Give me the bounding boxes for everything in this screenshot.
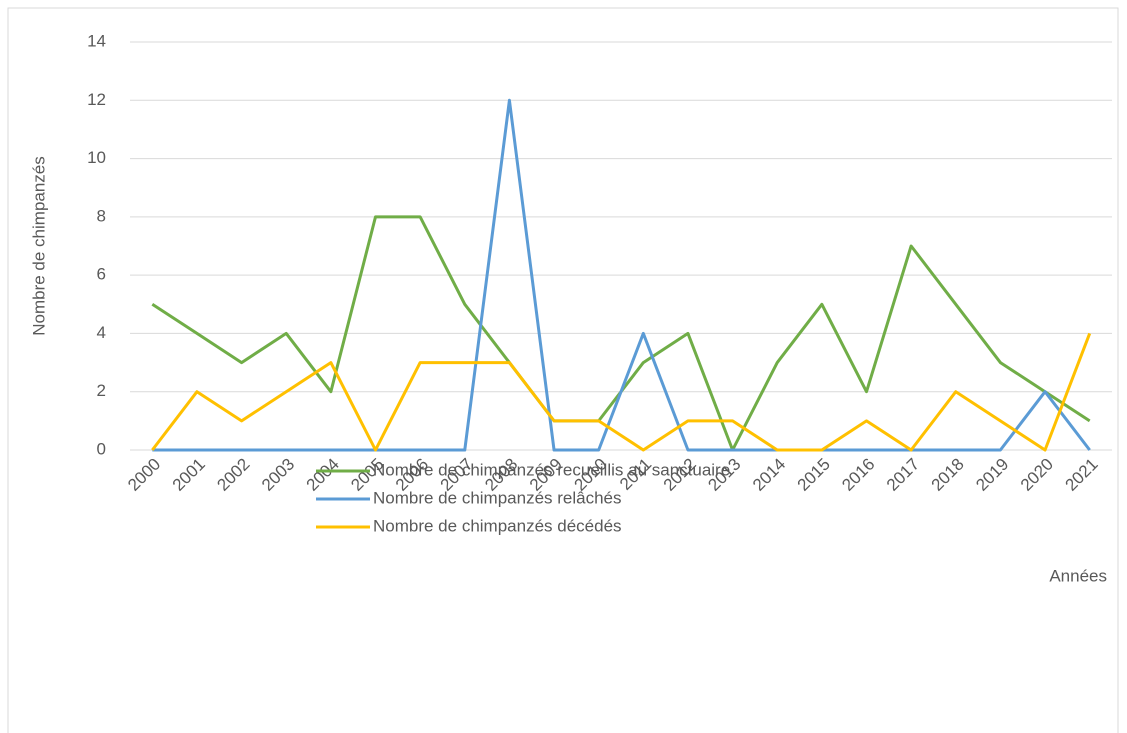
x-tick-label: 2018 (928, 455, 968, 495)
y-tick-label: 4 (97, 323, 106, 342)
x-tick-label: 2003 (258, 455, 298, 495)
y-tick-label: 6 (97, 265, 106, 284)
legend-label: Nombre de chimpanzés recueillis au sanct… (373, 460, 730, 479)
x-tick-label: 2016 (838, 455, 878, 495)
x-tick-label: 2002 (213, 455, 253, 495)
y-tick-label: 12 (87, 90, 106, 109)
x-tick-label: 2014 (749, 455, 789, 495)
legend-label: Nombre de chimpanzés décédés (373, 516, 622, 535)
series-line (151, 332, 1092, 452)
x-tick-label: 2000 (124, 455, 164, 495)
x-axis-title: Années (1049, 566, 1107, 585)
y-tick-label: 8 (97, 206, 106, 225)
y-tick-label: 2 (97, 381, 106, 400)
x-tick-label: 2015 (794, 455, 834, 495)
y-tick-label: 10 (87, 148, 106, 167)
y-tick-label: 14 (87, 31, 106, 50)
x-tick-label: 2004 (303, 455, 343, 495)
chart-frame (7, 7, 1119, 733)
y-axis-title: Nombre de chimpanzés (29, 156, 48, 336)
x-tick-label: 2019 (972, 455, 1012, 495)
x-tick-label: 2001 (169, 455, 209, 495)
y-tick-label: 0 (97, 439, 106, 458)
x-tick-label: 2020 (1017, 455, 1057, 495)
x-tick-label: 2021 (1061, 455, 1101, 495)
series-line (152, 98, 1091, 452)
x-tick-label: 2017 (883, 455, 923, 495)
legend-label: Nombre de chimpanzés relâchés (373, 488, 622, 507)
